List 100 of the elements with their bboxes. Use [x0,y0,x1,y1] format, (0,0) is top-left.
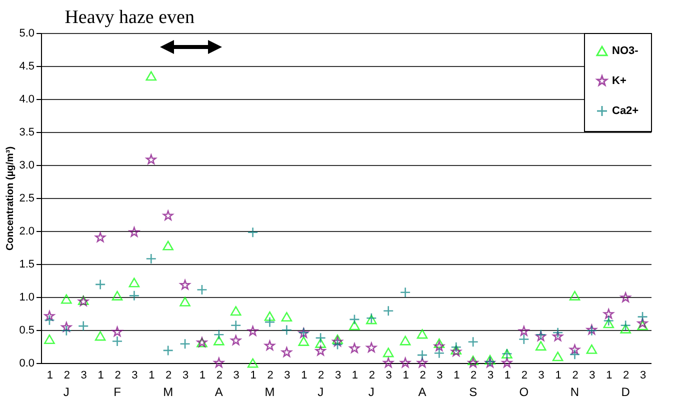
point [282,347,292,357]
x-tick-label: 3 [436,370,443,382]
x-tick-label: 3 [589,370,596,382]
text: N [570,385,580,399]
y-tick-label: 5.0 [19,28,34,40]
point [44,334,55,344]
point [44,314,55,326]
text: A [214,385,223,399]
point [518,326,530,336]
point [434,341,444,351]
point [620,292,631,302]
y-tick-label: 3.0 [19,160,34,172]
point [230,320,242,331]
x-tick-label: 1 [352,370,358,382]
point [620,320,631,331]
point [637,320,648,330]
x-tick-label: 1 [402,370,409,382]
point [247,226,258,238]
point [315,338,326,348]
x-tick-label: 1 [250,370,256,382]
text: J [318,385,324,399]
x-tick-label: 3 [640,370,646,382]
point [214,336,224,346]
point [162,345,174,356]
text: M [163,385,174,399]
x-tick-label: 2 [623,370,630,382]
x-tick-label: 1 [148,370,155,382]
text: A [418,385,426,399]
point [146,253,157,264]
x-tick-label: 2 [114,370,121,382]
point [569,349,580,360]
y-tick-label: 1.0 [19,292,34,304]
x-tick-label: 3 [132,370,138,382]
point [450,342,462,353]
point [129,226,140,237]
point [180,296,190,306]
x-tick-label: 1 [555,370,562,382]
text: F [114,385,121,399]
point [146,71,157,81]
x-tick-label: 2 [318,370,324,382]
x-tick-label: 2 [64,370,70,382]
point [61,325,72,336]
point [146,154,156,164]
point [603,315,614,326]
point [400,286,411,298]
x-tick-label: 3 [334,370,342,382]
point [349,343,360,353]
point [603,318,614,328]
point [502,358,512,368]
text: O [519,385,529,399]
y-tick-label: 2.5 [19,192,34,204]
point [552,352,564,362]
point [637,311,648,322]
point [281,312,292,322]
y-tick-label: 4.0 [19,94,34,106]
x-tick-label: 1 [606,370,612,382]
x-tick-label: 3 [233,370,240,382]
x-tick-label: 1 [301,370,308,382]
x-tick-label: 1 [46,370,54,382]
point [230,306,242,316]
x-tick-label: 3 [182,370,189,382]
point [264,311,276,321]
x-tick-label: 2 [368,370,375,382]
point [400,358,410,368]
x-tick-label: 3 [386,370,392,382]
y-tick-label: 4.5 [19,60,34,72]
point [569,290,580,300]
point [128,290,140,302]
point [78,320,89,332]
point [332,334,343,344]
y-tick-label: 3.5 [19,126,34,138]
point [332,339,343,350]
point [315,346,326,356]
point [417,358,428,368]
point [382,348,394,358]
point [332,336,343,346]
point [180,280,190,290]
point [112,336,123,347]
point [382,305,394,316]
text: S [469,385,478,399]
point [349,314,360,325]
x-tick-label: 1 [454,370,460,382]
point [264,340,275,350]
point [247,358,258,368]
x-tick-label: 3 [80,370,87,382]
point [196,284,208,296]
point [518,334,530,345]
point [434,338,445,348]
text: D [621,385,630,399]
point [112,326,122,336]
point [95,232,106,242]
point [552,331,563,342]
point [416,350,428,360]
x-tick-label: 3 [538,370,544,382]
point [94,331,106,341]
legend-label: NO3- [612,45,639,57]
y-tick-label: 2.0 [19,226,34,238]
x-tick-label: 2 [572,370,578,382]
x-tick-label: 3 [284,370,290,382]
point [484,354,496,364]
